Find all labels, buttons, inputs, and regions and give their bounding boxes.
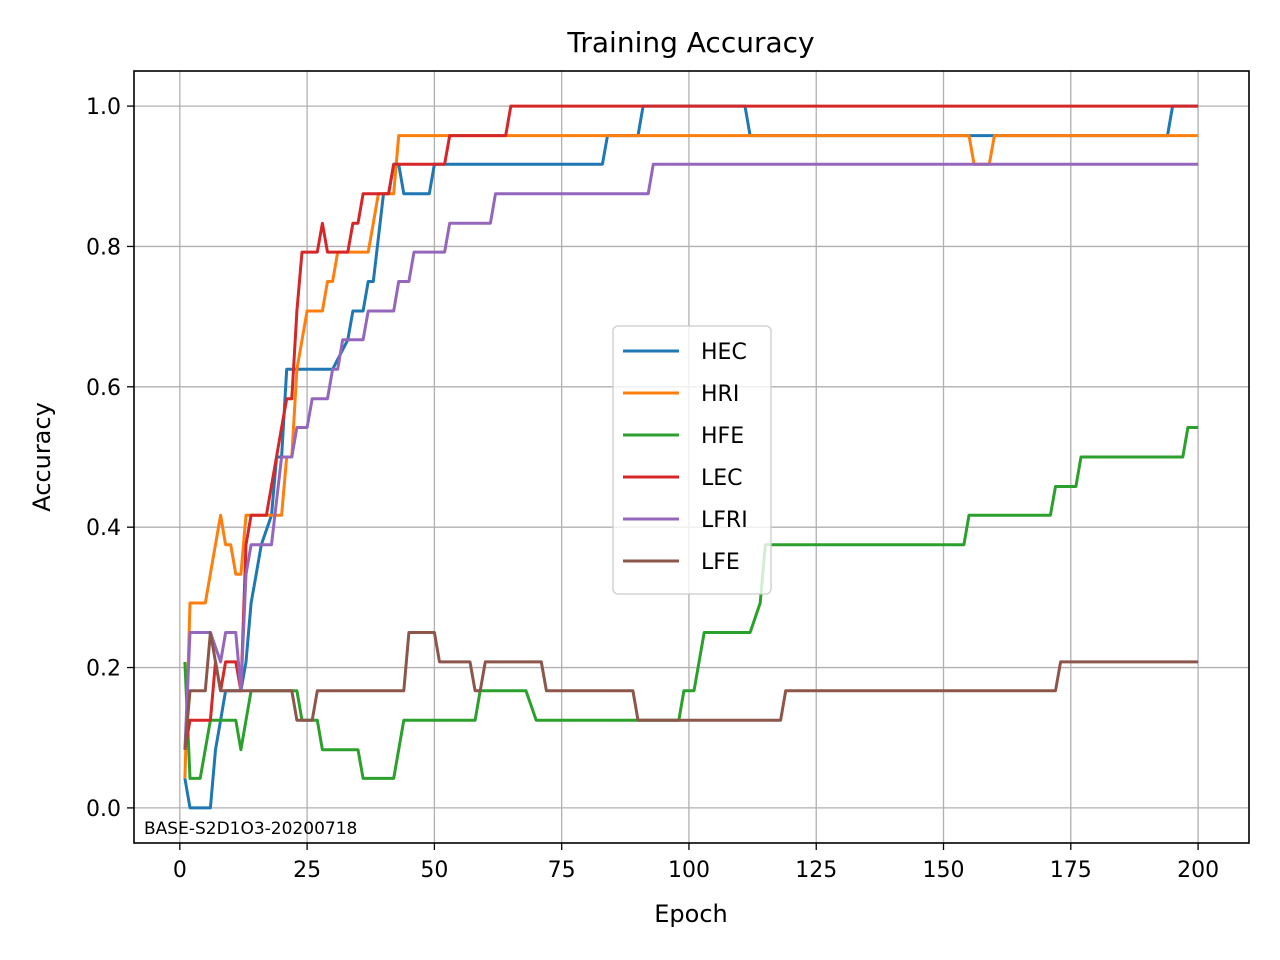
- legend-label-hri: HRI: [701, 382, 739, 407]
- legend-label-hfe: HFE: [701, 424, 744, 449]
- legend-label-lfri: LFRI: [701, 508, 748, 533]
- run-id-annotation: BASE-S2D1O3-20200718: [144, 819, 357, 839]
- series-lines: [183, 104, 1199, 810]
- legend-label-hec: HEC: [701, 340, 747, 365]
- series-line-lfe: [183, 631, 1199, 750]
- x-tick-label: 25: [293, 858, 321, 883]
- x-tick-label: 125: [795, 858, 837, 883]
- chart-title: Training Accuracy: [566, 26, 814, 59]
- plot-frame: [133, 70, 1250, 844]
- legend: HEC HRI HFE LEC LFRI LFE: [612, 325, 772, 595]
- x-axis-ticks: 0 25 50 75 100 125 150 175 200: [173, 843, 1219, 883]
- y-axis-ticks: 0.0 0.2 0.4 0.6 0.8 1.0: [86, 95, 134, 822]
- y-tick-label: 0.8: [86, 235, 121, 260]
- x-tick-label: 100: [668, 858, 710, 883]
- x-tick-label: 75: [548, 858, 576, 883]
- x-axis-label: Epoch: [654, 900, 728, 928]
- y-tick-label: 0.6: [86, 376, 121, 401]
- y-tick-label: 1.0: [86, 95, 121, 120]
- y-tick-label: 0.2: [86, 657, 121, 682]
- legend-label-lfe: LFE: [701, 550, 740, 575]
- y-tick-label: 0.4: [86, 516, 121, 541]
- legend-box: [612, 325, 772, 595]
- series-line-hfe: [183, 426, 1199, 780]
- y-axis-label: Accuracy: [28, 402, 56, 512]
- x-tick-label: 0: [173, 858, 187, 883]
- x-tick-label: 175: [1050, 858, 1092, 883]
- y-tick-label: 0.0: [86, 797, 121, 822]
- x-tick-label: 150: [923, 858, 965, 883]
- series-line-lfri: [183, 162, 1199, 750]
- x-tick-label: 50: [420, 858, 448, 883]
- x-tick-label: 200: [1177, 858, 1219, 883]
- series-line-lec: [183, 104, 1199, 750]
- legend-label-lec: LEC: [701, 466, 743, 491]
